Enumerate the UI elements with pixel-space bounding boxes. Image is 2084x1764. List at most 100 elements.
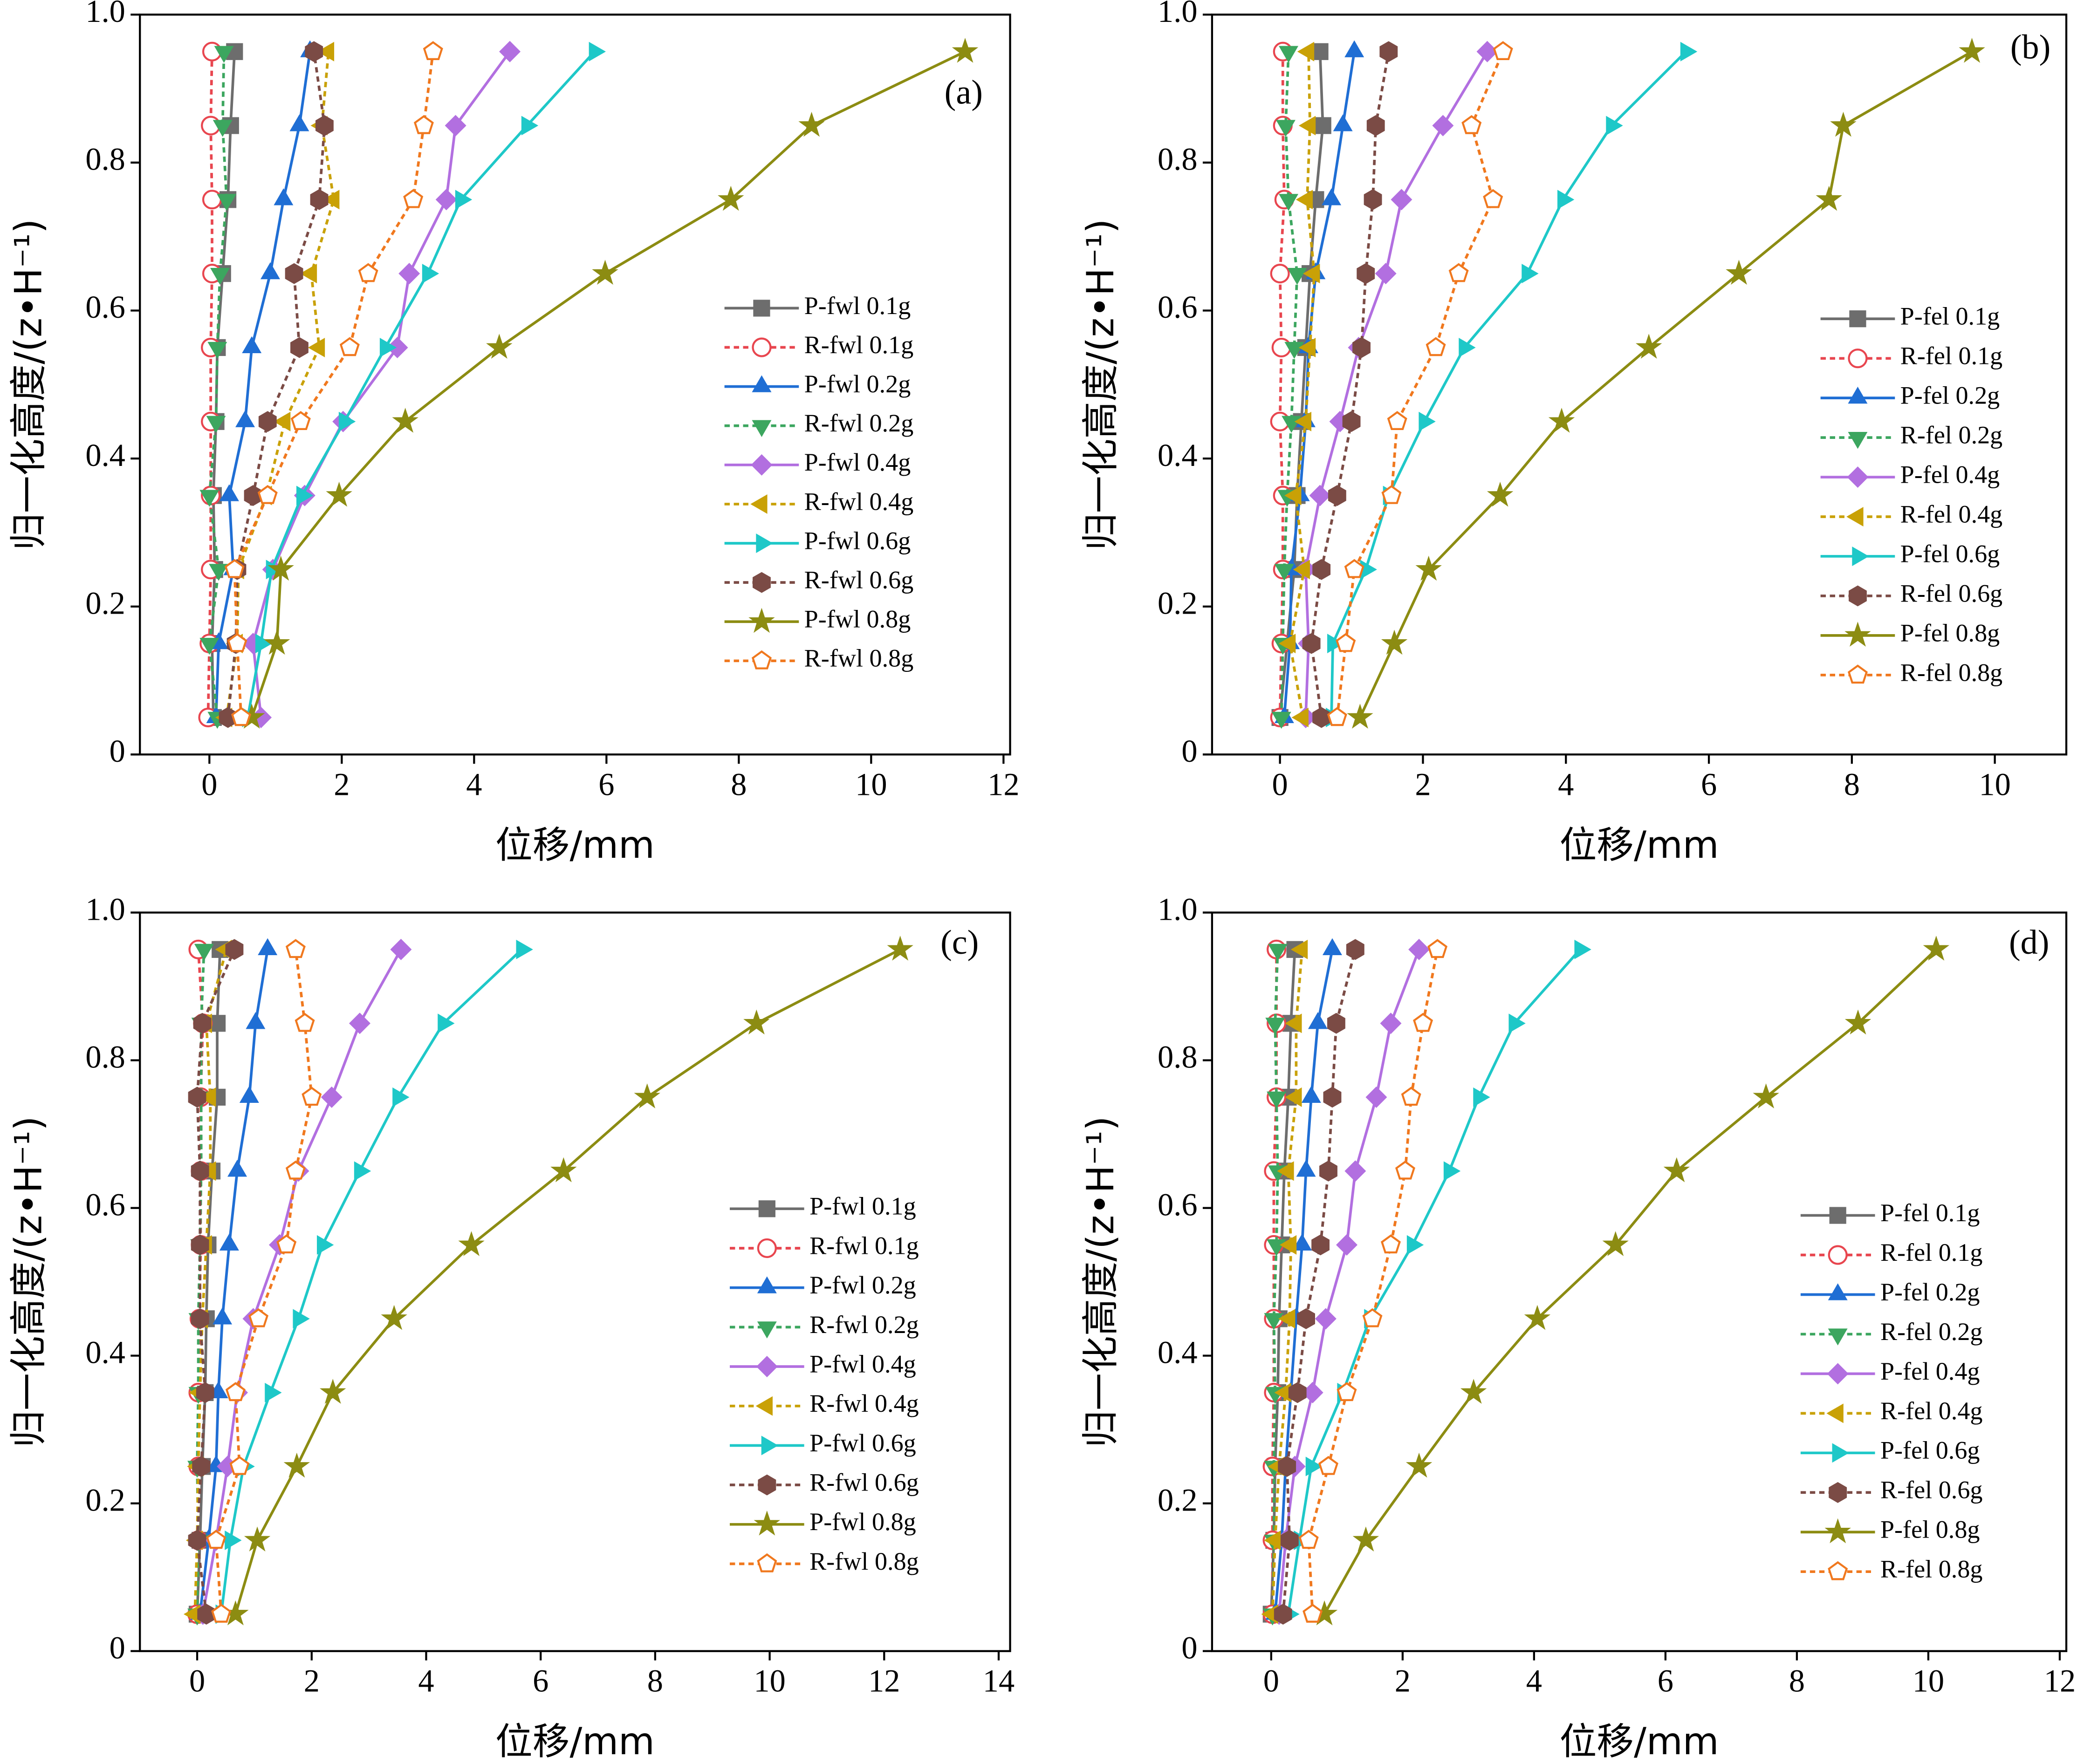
marker xyxy=(1574,939,1591,959)
y-tick-label: 0.2 xyxy=(85,1482,125,1518)
series-line xyxy=(1269,949,1296,1614)
marker xyxy=(358,263,378,282)
marker xyxy=(1327,634,1344,654)
marker xyxy=(1288,1382,1307,1403)
y-tick-label: 0 xyxy=(1181,1630,1197,1665)
series-line xyxy=(1358,50,1973,718)
marker xyxy=(413,115,434,134)
plot-frame xyxy=(1211,911,2068,1652)
y-axis-label: 归一化高度/(z•H⁻¹) xyxy=(7,1116,50,1447)
marker xyxy=(300,264,317,284)
marker xyxy=(263,629,290,655)
y-tick-label: 0.8 xyxy=(85,142,125,177)
x-tick-label: 4 xyxy=(418,1663,434,1699)
marker xyxy=(1285,1013,1302,1033)
marker xyxy=(1305,1456,1323,1477)
marker xyxy=(1302,1603,1323,1623)
legend-marker xyxy=(1847,466,1869,488)
marker xyxy=(209,564,229,581)
marker xyxy=(445,115,466,137)
x-axis-label: 位移/mm xyxy=(1559,823,1719,867)
y-tick-label: 1.0 xyxy=(85,0,125,29)
legend-label: R-fwl 0.2g xyxy=(804,409,914,437)
series-line xyxy=(225,51,336,718)
y-tick-label: 1.0 xyxy=(1158,891,1198,927)
marker xyxy=(1268,944,1288,961)
panel-label: (d) xyxy=(2009,923,2049,962)
series-line xyxy=(199,949,269,1614)
y-tick-label: 0.2 xyxy=(1158,1482,1198,1518)
marker xyxy=(1298,1530,1319,1549)
marker xyxy=(210,268,230,285)
marker xyxy=(1284,342,1304,359)
marker xyxy=(521,116,539,136)
marker xyxy=(290,411,311,431)
marker xyxy=(1344,40,1364,57)
legend-marker xyxy=(1829,1207,1846,1224)
marker xyxy=(1347,704,1373,729)
marker xyxy=(1296,1160,1316,1177)
marker xyxy=(392,1087,410,1107)
x-tick-label: 0 xyxy=(189,1663,205,1699)
marker xyxy=(207,342,227,359)
x-tick-label: 6 xyxy=(1701,766,1717,802)
marker xyxy=(1663,1157,1690,1183)
legend-label: R-fwl 0.2g xyxy=(809,1311,919,1339)
marker xyxy=(1291,707,1309,727)
y-tick-label: 0 xyxy=(110,1630,125,1665)
marker xyxy=(1323,1087,1342,1108)
marker xyxy=(1311,43,1329,60)
marker xyxy=(1284,485,1302,506)
marker xyxy=(349,1012,370,1034)
marker xyxy=(188,1087,206,1108)
marker xyxy=(1267,1239,1287,1257)
legend-label: P-fwl 0.2g xyxy=(804,370,911,398)
marker xyxy=(1753,1083,1779,1108)
marker xyxy=(219,484,239,501)
marker xyxy=(199,490,219,507)
marker xyxy=(308,337,325,357)
legend-label: P-fel 0.4g xyxy=(1880,1357,1980,1385)
legend-marker xyxy=(756,533,773,553)
marker xyxy=(398,263,420,285)
x-axis-label: 位移/mm xyxy=(495,823,655,867)
marker xyxy=(1275,120,1296,137)
y-tick-label: 0.2 xyxy=(1158,585,1198,621)
marker xyxy=(1366,115,1385,136)
marker xyxy=(213,1307,233,1325)
legend-marker xyxy=(1828,1245,1848,1265)
marker xyxy=(1264,1313,1284,1330)
legend-marker xyxy=(753,300,770,317)
marker xyxy=(1426,337,1446,356)
marker xyxy=(321,1086,343,1108)
legend-label: P-fwl 0.8g xyxy=(809,1508,916,1536)
series-line xyxy=(208,51,228,718)
y-tick-label: 0.4 xyxy=(1158,1334,1198,1370)
series-line xyxy=(1307,949,1439,1614)
marker xyxy=(1443,1161,1461,1181)
marker xyxy=(1298,116,1316,136)
marker xyxy=(516,939,533,959)
marker xyxy=(1333,114,1353,131)
marker xyxy=(208,1381,228,1399)
marker xyxy=(1265,1018,1285,1035)
marker xyxy=(1303,264,1320,284)
marker xyxy=(1365,1086,1387,1108)
marker xyxy=(224,559,245,578)
marker xyxy=(239,1086,259,1103)
marker xyxy=(550,1157,577,1183)
marker xyxy=(381,1305,407,1330)
legend-marker xyxy=(761,1436,779,1456)
marker xyxy=(1271,337,1291,358)
legend-marker xyxy=(1848,386,1868,404)
marker xyxy=(258,411,277,432)
marker xyxy=(295,1012,315,1032)
legend-label: P-fwl 0.4g xyxy=(809,1350,916,1378)
legend-label: R-fel 0.8g xyxy=(1880,1555,1983,1583)
plot-frame xyxy=(1211,14,2068,756)
x-tick-label: 4 xyxy=(1526,1663,1542,1699)
marker xyxy=(1487,481,1514,507)
marker xyxy=(1548,408,1575,433)
marker xyxy=(1405,1452,1433,1478)
marker xyxy=(1302,633,1321,654)
